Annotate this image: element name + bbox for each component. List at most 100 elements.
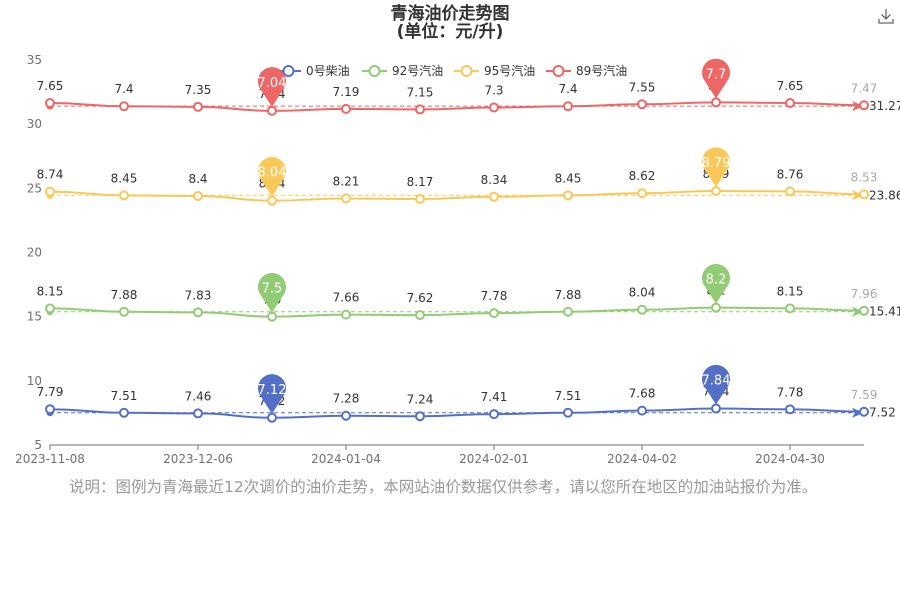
average-arrow xyxy=(852,407,864,418)
data-point xyxy=(785,303,795,314)
legend-marker xyxy=(552,65,565,77)
download-icon[interactable] xyxy=(876,6,896,26)
data-point xyxy=(637,99,647,110)
data-label: 7.55 xyxy=(629,80,656,94)
latest-value-label: 15.41 xyxy=(869,305,900,319)
data-label: 8.45 xyxy=(111,171,138,185)
data-label: 7.66 xyxy=(333,291,360,305)
data-label: 7.15 xyxy=(407,85,434,99)
value-pin: 7.84 xyxy=(702,364,731,405)
chart-axes: 5 10 15 20 25 30 35 2023-11-08 2023-12-06 2024-01… xyxy=(15,53,864,466)
data-label: 7.46 xyxy=(185,389,212,403)
x-tick-label: 2024-01-04 xyxy=(311,452,381,466)
data-point xyxy=(785,97,795,108)
data-point xyxy=(193,101,203,112)
data-point xyxy=(859,100,869,111)
data-point xyxy=(711,97,721,108)
data-point xyxy=(785,404,795,415)
data-point xyxy=(341,103,351,114)
data-label: 8.76 xyxy=(777,167,804,181)
data-point xyxy=(785,186,795,197)
data-point xyxy=(563,306,573,317)
data-label: 7.41 xyxy=(481,390,508,404)
chart-series: 7.52 15.41 23.86 31.27 xyxy=(45,97,900,423)
data-point xyxy=(119,306,129,317)
footnote: 说明：图例为青海最近12次调价的油价走势，本网站油价数据仅供参考，请以您所在地区… xyxy=(69,478,818,496)
data-label: 7.47 xyxy=(851,81,878,95)
data-label: 7.78 xyxy=(777,385,804,399)
data-point xyxy=(711,403,721,414)
y-tick-label: 5 xyxy=(34,438,42,452)
pin-shape xyxy=(258,156,286,197)
data-label: 7.65 xyxy=(37,79,64,93)
data-label: 8.17 xyxy=(407,175,434,189)
legend-label: 92号汽油 xyxy=(392,63,443,78)
pin-label: 8.2 xyxy=(706,273,727,288)
data-point xyxy=(415,310,425,321)
value-pin: 7.12 xyxy=(258,374,287,414)
latest-value-label: 7.52 xyxy=(869,406,896,420)
data-label: 8.53 xyxy=(851,170,878,184)
x-tick-label: 2024-04-30 xyxy=(755,452,825,466)
oil-price-chart: 0号柴油 92号汽油 95号汽油 89号汽油 5 10 15 20 25 30 35 2023-11… xyxy=(15,53,900,466)
pin-shape xyxy=(258,374,286,414)
data-label: 7.62 xyxy=(407,291,434,305)
legend-marker xyxy=(368,65,381,77)
data-point xyxy=(489,191,499,202)
pin-shape xyxy=(258,67,287,107)
x-tick-label: 2024-04-02 xyxy=(607,452,677,466)
data-label: 8.04 xyxy=(629,286,656,300)
data-point xyxy=(637,304,647,315)
pin-label: 7.5 xyxy=(262,282,283,297)
data-point xyxy=(489,102,499,113)
data-label: 7.65 xyxy=(777,79,804,93)
chart-markers: 7.84 7.12 8.2 7.5 8.79 8.04 7.7 7.04 xyxy=(258,58,731,414)
data-point xyxy=(859,189,869,200)
pin-label: 8.04 xyxy=(258,166,287,181)
pin-label: 7.12 xyxy=(258,383,287,398)
value-pin: 7.04 xyxy=(258,67,287,107)
average-arrow xyxy=(852,190,864,201)
data-label: 7.3 xyxy=(484,83,503,97)
data-point xyxy=(489,308,499,319)
y-tick-label: 15 xyxy=(27,310,42,324)
data-point xyxy=(415,193,425,204)
data-label: 8.15 xyxy=(777,284,804,298)
data-point xyxy=(637,188,647,199)
average-arrow xyxy=(852,101,864,112)
data-point xyxy=(859,305,869,316)
data-label: 7.83 xyxy=(185,288,212,302)
chart-legend: 0号柴油 92号汽油 95号汽油 89号汽油 xyxy=(276,63,627,78)
data-label: 8.15 xyxy=(37,284,64,298)
data-label: 7.59 xyxy=(851,388,878,402)
data-point xyxy=(267,311,277,322)
data-point xyxy=(45,404,55,415)
data-point xyxy=(563,407,573,418)
pin-shape xyxy=(702,364,731,405)
data-point xyxy=(563,101,573,112)
pin-label: 7.04 xyxy=(258,76,287,91)
y-tick-label: 30 xyxy=(27,117,42,131)
data-label: 7.51 xyxy=(555,389,582,403)
legend-label: 89号汽油 xyxy=(576,63,627,78)
data-point xyxy=(193,307,203,318)
data-label: 8.62 xyxy=(629,169,656,183)
pin-shape xyxy=(702,58,730,99)
data-point xyxy=(45,303,55,314)
pin-shape xyxy=(702,147,730,188)
value-pin: 8.79 xyxy=(702,147,730,188)
data-point xyxy=(267,105,277,116)
data-label: 7.88 xyxy=(555,288,582,302)
data-label: 7.79 xyxy=(37,385,64,399)
data-label: 7.88 xyxy=(111,288,138,302)
latest-value-label: 31.27 xyxy=(869,99,900,113)
data-point xyxy=(193,408,203,419)
data-point xyxy=(859,406,869,417)
data-point xyxy=(415,411,425,422)
pin-label: 7.84 xyxy=(702,374,731,389)
data-point xyxy=(45,186,55,197)
data-point xyxy=(267,412,277,423)
y-tick-label: 20 xyxy=(27,246,42,260)
value-pin: 8.04 xyxy=(258,156,287,197)
data-point xyxy=(119,101,129,112)
